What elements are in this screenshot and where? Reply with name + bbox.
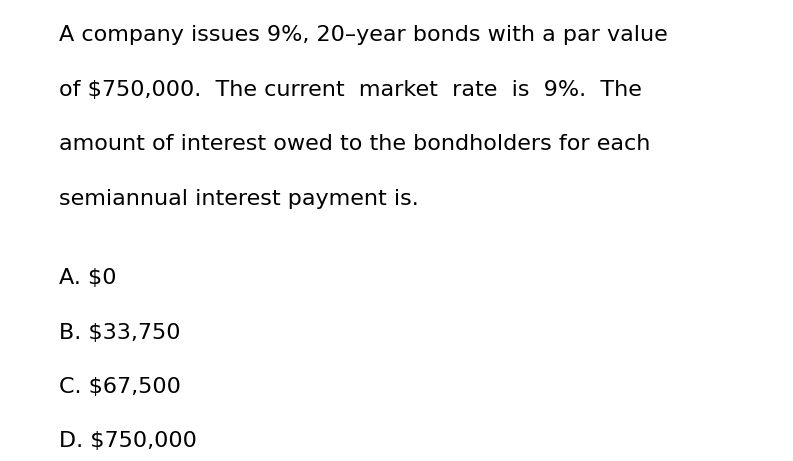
Text: semiannual interest payment is.: semiannual interest payment is. xyxy=(59,189,419,208)
Text: A. $0: A. $0 xyxy=(59,268,117,288)
Text: B. $33,750: B. $33,750 xyxy=(59,323,181,343)
Text: A company issues 9%, 20–year bonds with a par value: A company issues 9%, 20–year bonds with … xyxy=(59,25,668,45)
Text: amount of interest owed to the bondholders for each: amount of interest owed to the bondholde… xyxy=(59,134,651,154)
Text: C. $67,500: C. $67,500 xyxy=(59,377,182,397)
Text: of $750,000.  The current  market  rate  is  9%.  The: of $750,000. The current market rate is … xyxy=(59,80,642,100)
Text: D. $750,000: D. $750,000 xyxy=(59,431,197,451)
